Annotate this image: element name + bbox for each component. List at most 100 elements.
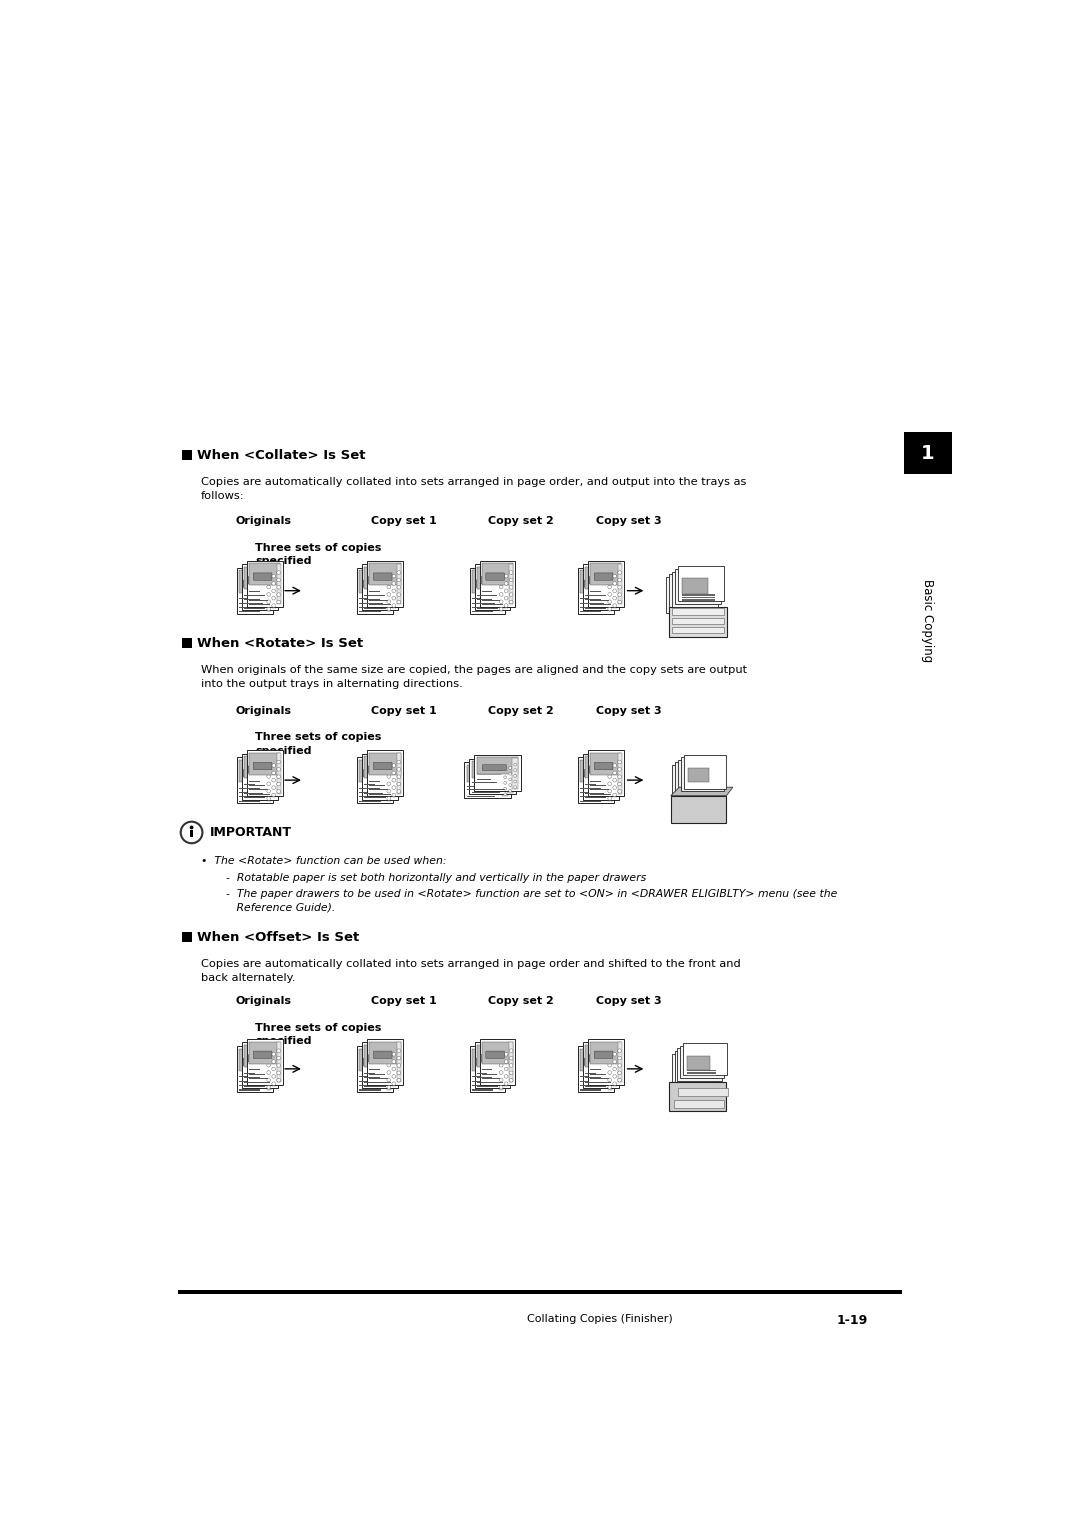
Circle shape	[503, 770, 507, 773]
Circle shape	[510, 1071, 513, 1074]
Circle shape	[608, 1071, 611, 1074]
Bar	[177, 1290, 902, 1294]
Text: 1: 1	[921, 443, 934, 463]
Bar	[499, 571, 503, 611]
Bar	[190, 830, 192, 837]
Bar	[387, 761, 391, 801]
Bar	[276, 1042, 281, 1082]
Bar	[590, 1042, 621, 1063]
FancyBboxPatch shape	[683, 1042, 727, 1076]
FancyBboxPatch shape	[678, 759, 720, 793]
Text: 1-19: 1-19	[836, 1314, 867, 1326]
Circle shape	[608, 767, 611, 772]
Circle shape	[276, 601, 281, 604]
Bar	[247, 1039, 283, 1085]
Text: Copy set 3: Copy set 3	[596, 996, 662, 1005]
Text: When <Collate> Is Set: When <Collate> Is Set	[197, 449, 365, 461]
Circle shape	[499, 1079, 503, 1082]
Bar	[239, 570, 270, 593]
Circle shape	[272, 596, 275, 601]
Circle shape	[504, 1082, 508, 1085]
Text: Copies are automatically collated into sets arranged in page order, and output i: Copies are automatically collated into s…	[201, 477, 746, 501]
Circle shape	[387, 1056, 391, 1059]
Circle shape	[387, 1071, 391, 1074]
Bar	[363, 564, 399, 610]
Bar	[589, 750, 624, 796]
Circle shape	[387, 790, 391, 793]
Bar	[364, 756, 395, 778]
FancyBboxPatch shape	[368, 766, 387, 773]
Bar	[618, 753, 622, 793]
Circle shape	[514, 762, 516, 766]
FancyBboxPatch shape	[364, 1059, 382, 1065]
Bar	[357, 756, 393, 804]
Circle shape	[499, 1056, 503, 1059]
Circle shape	[276, 585, 281, 590]
Bar	[267, 571, 271, 611]
FancyBboxPatch shape	[254, 762, 272, 770]
Circle shape	[267, 790, 270, 793]
FancyBboxPatch shape	[481, 1054, 499, 1062]
Circle shape	[392, 785, 395, 790]
Circle shape	[499, 593, 503, 596]
Circle shape	[608, 1079, 611, 1082]
Bar	[367, 1039, 403, 1085]
Bar	[369, 1042, 401, 1063]
Bar	[482, 1042, 513, 1063]
Circle shape	[612, 1060, 617, 1063]
Bar	[392, 756, 396, 798]
Circle shape	[387, 593, 391, 596]
Circle shape	[509, 767, 512, 770]
Circle shape	[276, 790, 281, 793]
FancyBboxPatch shape	[243, 581, 262, 587]
Bar	[271, 567, 275, 608]
Circle shape	[387, 796, 391, 801]
Circle shape	[612, 588, 617, 593]
Bar	[470, 568, 505, 614]
Circle shape	[397, 775, 401, 779]
Circle shape	[397, 767, 401, 772]
Text: Three sets of copies
specified: Three sets of copies specified	[255, 732, 381, 755]
Circle shape	[504, 582, 508, 585]
Circle shape	[510, 1063, 513, 1067]
Circle shape	[397, 593, 401, 596]
Bar	[387, 1050, 391, 1089]
Bar	[472, 761, 513, 778]
Circle shape	[267, 767, 270, 772]
Bar	[509, 564, 513, 605]
Circle shape	[276, 1071, 281, 1074]
Circle shape	[618, 1071, 621, 1074]
Bar	[618, 564, 622, 605]
Circle shape	[392, 1067, 395, 1071]
Bar	[267, 761, 271, 801]
FancyBboxPatch shape	[684, 755, 727, 788]
FancyBboxPatch shape	[254, 573, 272, 581]
FancyBboxPatch shape	[476, 581, 495, 587]
FancyBboxPatch shape	[486, 1051, 504, 1059]
Bar	[608, 1050, 611, 1089]
Circle shape	[509, 790, 512, 792]
Bar	[467, 764, 508, 781]
FancyBboxPatch shape	[669, 575, 715, 610]
Circle shape	[514, 781, 516, 782]
Circle shape	[276, 1056, 281, 1060]
Circle shape	[267, 1079, 270, 1082]
Circle shape	[387, 585, 391, 588]
Circle shape	[608, 1056, 611, 1059]
Text: Copy set 3: Copy set 3	[596, 516, 662, 526]
FancyBboxPatch shape	[476, 1059, 495, 1065]
Bar	[244, 1045, 275, 1067]
Bar	[508, 761, 513, 793]
Circle shape	[180, 822, 202, 843]
Circle shape	[504, 1067, 508, 1071]
Circle shape	[608, 1063, 611, 1067]
Circle shape	[397, 585, 401, 590]
Circle shape	[509, 772, 512, 775]
Circle shape	[608, 1085, 611, 1089]
Circle shape	[503, 776, 507, 779]
Bar	[247, 750, 283, 796]
FancyBboxPatch shape	[675, 762, 718, 796]
Bar	[472, 1048, 503, 1071]
Circle shape	[510, 571, 513, 575]
Bar	[608, 571, 611, 611]
